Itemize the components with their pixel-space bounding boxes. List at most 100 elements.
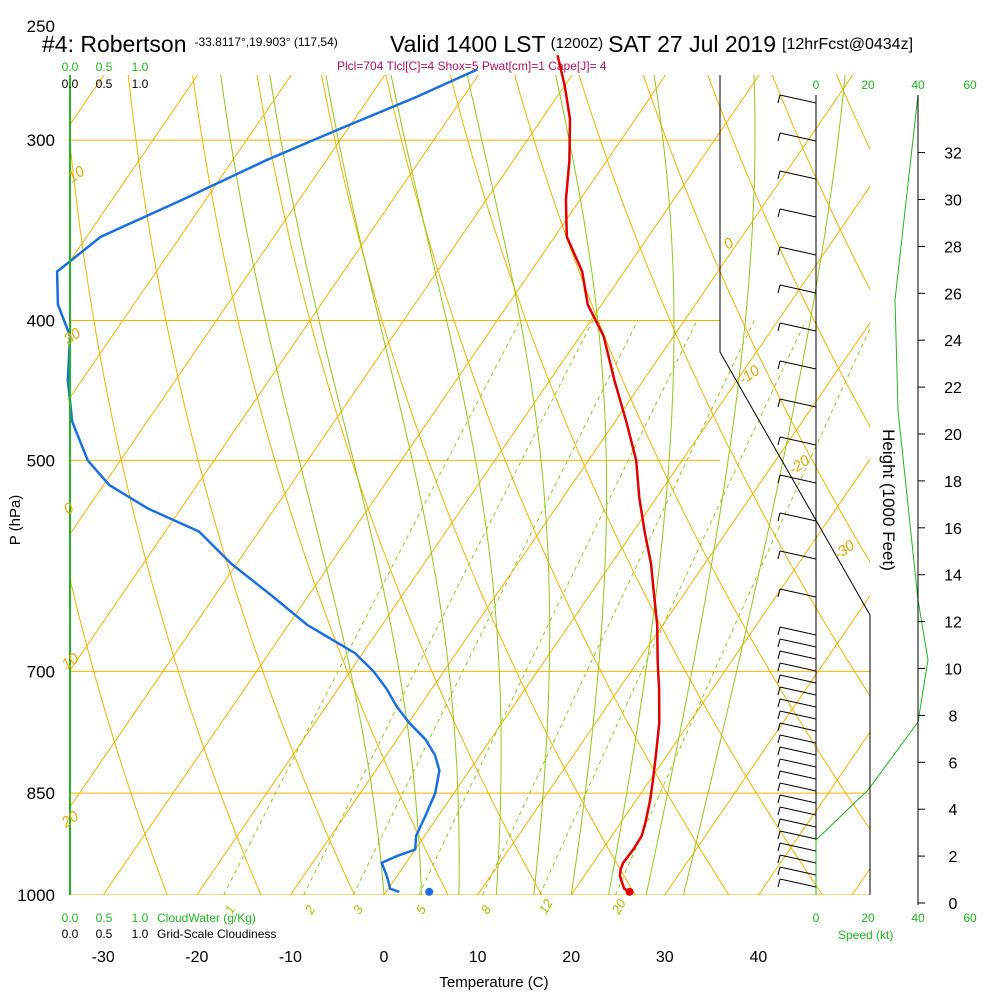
- isotherm-line: [851, 867, 870, 895]
- mixing-ratio-line: [539, 320, 807, 895]
- isotherm-label: 0: [61, 499, 78, 518]
- wind-barb-flag: [777, 170, 781, 180]
- wind-barb: [779, 246, 817, 256]
- wind-barb-flag: [777, 360, 781, 370]
- forecast-info: [12hrFcst@0434z]: [782, 36, 913, 53]
- wind-barb: [779, 794, 817, 804]
- wind-barb: [779, 698, 817, 708]
- stability-indices: Plcl=704 Tlcl[C]=4 Shox=5 Pwat[cm]=1 Cap…: [337, 59, 607, 73]
- wind-barb: [779, 170, 817, 180]
- isotherm-line: [70, 75, 386, 535]
- wind-barb: [779, 638, 817, 648]
- moist-adiabat: [466, 75, 551, 895]
- wind-barb-flag: [777, 662, 781, 672]
- wind-barb-flag: [777, 208, 781, 218]
- wind-barb-flag: [777, 674, 781, 684]
- wind-barb: [779, 512, 817, 522]
- wind-barb: [779, 474, 817, 484]
- wind-barb: [779, 436, 817, 446]
- height-tick-label: 10: [944, 662, 962, 679]
- pressure-tick-label: 700: [27, 662, 55, 681]
- mixing-ratio-label: 2: [301, 902, 318, 917]
- wind-barb-flag: [777, 94, 781, 104]
- height-tick-label: 0: [949, 896, 958, 913]
- moist-adiabat: [390, 75, 502, 895]
- isotherm-label: 30: [61, 324, 85, 348]
- pressure-tick-label: 1000: [17, 886, 55, 905]
- height-tick-label: 2: [949, 849, 958, 866]
- wind-barb-panel: [777, 94, 929, 895]
- height-tick-label: 24: [944, 333, 962, 350]
- temperature-tick-label: 30: [656, 949, 674, 966]
- speed-tick-top: 20: [861, 78, 875, 92]
- wind-barb: [779, 830, 817, 840]
- wind-barb-flag: [777, 132, 781, 142]
- pressure-tick-label: 500: [27, 451, 55, 470]
- isotherm-line: [477, 321, 870, 895]
- temperature-tick-label: -20: [185, 949, 208, 966]
- grid-layer: [70, 75, 870, 895]
- dry-adiabat: [836, 75, 870, 151]
- dry-adiabat: [70, 138, 262, 895]
- dry-adiabat: [256, 75, 543, 895]
- wind-barb: [779, 782, 817, 792]
- wind-barb-flag: [777, 284, 781, 294]
- wind-barb: [779, 806, 817, 816]
- wind-barb-flag: [777, 398, 781, 408]
- wind-barb-flag: [777, 782, 781, 792]
- plot-boundary: [719, 75, 871, 895]
- wind-barb-flag: [777, 436, 781, 446]
- surface-temperature-marker: [625, 887, 634, 896]
- height-axis-label: Height (1000 Feet): [879, 429, 898, 571]
- dry-adiabat: [320, 75, 636, 895]
- wind-barb-flag: [777, 722, 781, 732]
- wind-barb: [779, 650, 817, 660]
- valid-lst: Valid 1400 LST: [390, 31, 546, 57]
- speed-tick-top: 40: [911, 78, 925, 92]
- isotherm-line: [383, 185, 870, 895]
- wind-barb: [779, 550, 817, 560]
- valid-date: SAT 27 Jul 2019: [608, 31, 776, 57]
- dry-adiabat: [70, 577, 168, 895]
- wind-barb-flag: [777, 866, 781, 876]
- wind-barb-flag: [777, 794, 781, 804]
- wind-barb: [779, 626, 817, 636]
- mixing-ratio-line: [418, 320, 698, 895]
- wind-barb-flag: [777, 806, 781, 816]
- temperature-tick-label: 0: [380, 949, 389, 966]
- dry-adiabat: [707, 75, 870, 428]
- wind-barb-flag: [777, 758, 781, 768]
- x-axis-label: Temperature (C): [439, 974, 548, 991]
- wind-barb-flag: [777, 686, 781, 696]
- speed-tick-bottom: 40: [911, 911, 925, 925]
- wind-barb-flag: [777, 710, 781, 720]
- isotherm-label: -10: [736, 362, 764, 389]
- wind-barb: [779, 284, 817, 294]
- height-tick-label: 6: [949, 755, 958, 772]
- cloudwater-tick-bottom: 1.0: [132, 911, 149, 925]
- dry-adiabat: [127, 75, 355, 895]
- cloudwater-label: CloudWater (g/Kg): [157, 911, 256, 925]
- wind-barb: [779, 94, 817, 104]
- mixing-ratio-label: 3: [350, 902, 367, 916]
- isotherm-line: [570, 458, 870, 895]
- temperature-tick-label: -30: [92, 949, 115, 966]
- cloudiness-tick-bottom: 0.5: [96, 927, 113, 941]
- wind-barb-flag: [777, 734, 781, 744]
- cloudiness-tick-top: 0.5: [96, 77, 113, 91]
- valid-time: Valid 1400 LST (1200Z) SAT 27 Jul 2019 [12h…: [390, 31, 913, 57]
- wind-barb: [779, 360, 817, 370]
- height-tick-label: 4: [949, 802, 958, 819]
- isotherm-line: [196, 75, 760, 895]
- wind-barb-flag: [777, 322, 781, 332]
- cloudiness-label: Grid-Scale Cloudiness: [157, 927, 276, 941]
- pressure-tick-label: 250: [27, 17, 55, 36]
- wind-barb-flag: [777, 550, 781, 560]
- station-name: #4: Robertson: [42, 31, 186, 57]
- moist-adiabat: [555, 75, 607, 895]
- height-tick-label: 28: [944, 239, 962, 256]
- wind-barb-flag: [777, 698, 781, 708]
- isotherm-line: [289, 75, 854, 895]
- temperature-tick-label: 40: [750, 949, 768, 966]
